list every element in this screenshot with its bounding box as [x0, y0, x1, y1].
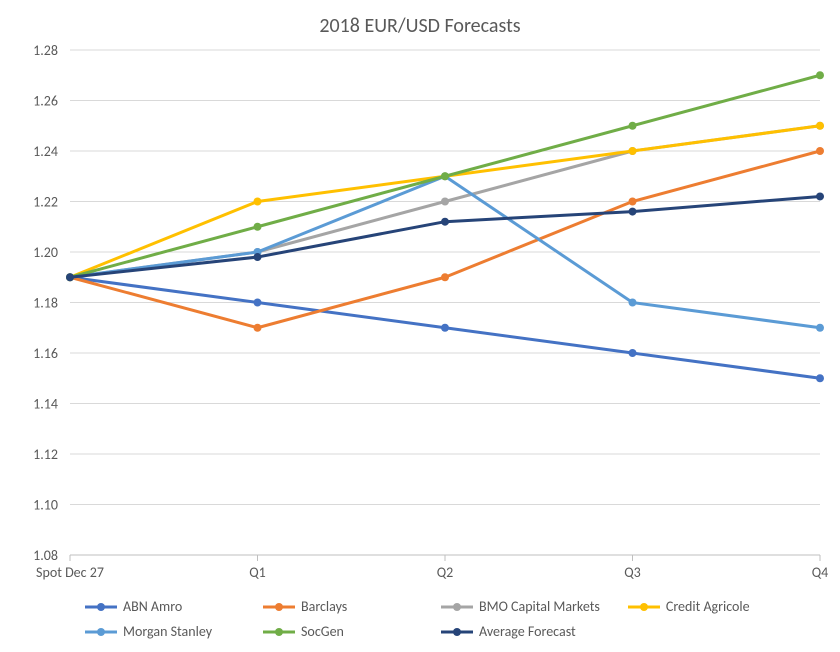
legend-label: Average Forecast: [479, 623, 576, 640]
svg-text:1.22: 1.22: [33, 194, 58, 211]
series-marker: [441, 273, 449, 281]
series-marker: [254, 253, 262, 261]
legend-item: Average Forecast: [441, 623, 591, 640]
svg-text:1.08: 1.08: [33, 547, 58, 564]
series-marker: [629, 299, 637, 307]
legend-swatch: [85, 625, 117, 639]
legend-label: ABN Amro: [123, 598, 182, 615]
series-marker: [441, 198, 449, 206]
legend-item: ABN Amro: [85, 598, 235, 615]
svg-text:Spot Dec 27: Spot Dec 27: [36, 564, 104, 581]
svg-text:1.10: 1.10: [33, 497, 58, 514]
series-marker: [629, 198, 637, 206]
svg-text:Q4: Q4: [812, 564, 829, 581]
legend-label: Morgan Stanley: [123, 623, 212, 640]
legend-label: Credit Agricole: [666, 598, 750, 615]
series-marker: [816, 374, 824, 382]
legend-item: BMO Capital Markets: [441, 598, 600, 615]
series-marker: [629, 208, 637, 216]
series-marker: [441, 172, 449, 180]
chart-plot: 1.08 1.10 1.12 1.14 1.16 1.18 1.20 1.22 1.24 1.26…: [0, 0, 840, 652]
svg-text:1.28: 1.28: [33, 42, 58, 59]
svg-text:1.18: 1.18: [33, 295, 58, 312]
series-marker: [254, 223, 262, 231]
svg-text:1.20: 1.20: [33, 244, 58, 261]
series-marker: [816, 122, 824, 130]
series-marker: [629, 122, 637, 130]
legend-swatch: [85, 600, 117, 614]
legend-item: Barclays: [263, 598, 413, 615]
series-marker: [629, 349, 637, 357]
series-marker: [816, 71, 824, 79]
series-marker: [254, 324, 262, 332]
svg-text:Q2: Q2: [437, 564, 454, 581]
svg-text:1.16: 1.16: [33, 345, 58, 362]
legend-swatch: [263, 600, 295, 614]
series-marker: [254, 299, 262, 307]
series-marker: [816, 147, 824, 155]
legend-label: Barclays: [301, 598, 347, 615]
legend-label: SocGen: [301, 623, 344, 640]
series-marker: [66, 273, 74, 281]
legend-swatch: [263, 625, 295, 639]
legend-swatch: [441, 625, 473, 639]
series-marker: [629, 147, 637, 155]
series-marker: [816, 192, 824, 200]
svg-text:1.26: 1.26: [33, 93, 58, 110]
legend-item: SocGen: [263, 623, 413, 640]
svg-text:1.14: 1.14: [33, 396, 58, 413]
legend-swatch: [628, 600, 660, 614]
legend-label: BMO Capital Markets: [479, 598, 600, 615]
svg-text:Q1: Q1: [249, 564, 266, 581]
legend-item: Credit Agricole: [628, 598, 778, 615]
svg-text:1.24: 1.24: [33, 143, 58, 160]
forecast-chart: 2018 EUR/USD Forecasts 1.081.101.121.141…: [0, 0, 840, 652]
series-marker: [816, 324, 824, 332]
series-marker: [254, 198, 262, 206]
series-marker: [441, 324, 449, 332]
legend-swatch: [441, 600, 473, 614]
chart-legend: ABN Amro Barclays BMO Capital Markets Credi…: [85, 598, 810, 640]
svg-text:Q3: Q3: [624, 564, 641, 581]
svg-text:1.12: 1.12: [33, 446, 58, 463]
series-marker: [441, 218, 449, 226]
legend-item: Morgan Stanley: [85, 623, 235, 640]
